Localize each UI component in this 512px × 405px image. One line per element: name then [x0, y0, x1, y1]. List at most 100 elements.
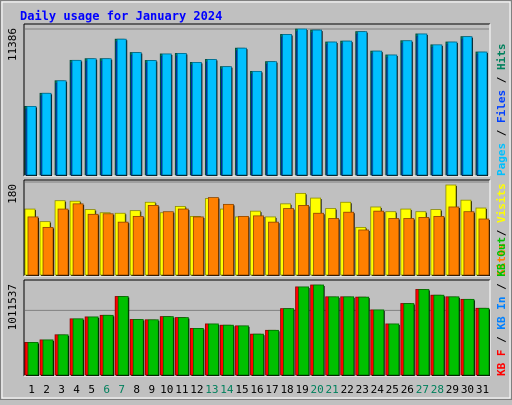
bar-pages-day-19 — [297, 28, 307, 176]
day-labels: 1 2 3 4 5 6 7 8 9 10 11 12 13 14 15 16 17 18 19 20 21 22 23 24 2… — [28, 383, 489, 396]
bar-kb-out-day-17 — [268, 329, 279, 376]
day-label: 12 — [190, 383, 203, 396]
legend-separator: / — [495, 223, 508, 243]
bar-sites-day-12 — [192, 216, 204, 276]
legend: Sites / Visits — [495, 183, 508, 276]
day-label: 22 — [341, 383, 354, 396]
day-label: 31 — [476, 383, 489, 396]
day-label: 13 — [205, 383, 218, 396]
bar-sites-day-9 — [147, 205, 159, 276]
bar-kb-out-day-18 — [283, 308, 294, 376]
chart-title: Daily usage for January 2024 — [20, 9, 222, 23]
bar-kb-out-day-16 — [253, 333, 264, 376]
bar-sites-day-16 — [253, 215, 264, 276]
legend-files: Files — [495, 90, 508, 123]
bar-pages-day-12 — [191, 62, 202, 176]
bar-sites-day-29 — [448, 206, 460, 276]
day-label: 6 — [103, 383, 110, 396]
y-max-label: 180 — [6, 184, 19, 204]
bar-sites-day-30 — [463, 211, 475, 276]
bar-kb-out-day-14 — [223, 324, 234, 376]
bar-kb-out-day-20 — [313, 284, 325, 376]
bar-pages-day-2 — [41, 92, 52, 176]
panels: 11386 Pages / Files / Hits 180 Sites / Visi… — [6, 23, 508, 377]
bar-kb-out-day-29 — [448, 296, 460, 376]
y-max-label: 1011537 — [6, 284, 19, 330]
bar-sites-day-20 — [313, 212, 325, 276]
bar-kb-out-day-23 — [358, 296, 370, 376]
bar-sites-day-1 — [27, 216, 39, 276]
bar-kb-out-day-25 — [388, 323, 400, 376]
legend-hits: Hits — [495, 44, 508, 71]
day-label: 23 — [356, 383, 369, 396]
series-pages — [26, 28, 488, 177]
bar-pages-day-17 — [267, 61, 277, 176]
bar-sites-day-26 — [403, 218, 415, 276]
day-label: 20 — [311, 383, 324, 396]
bar-sites-day-21 — [328, 218, 340, 276]
bar-kb-out-day-19 — [298, 286, 309, 376]
day-label: 18 — [280, 383, 293, 396]
day-label: 2 — [43, 383, 50, 396]
day-label: 4 — [73, 383, 80, 396]
bar-kb-out-day-21 — [328, 296, 340, 376]
bar-pages-day-9 — [146, 60, 157, 176]
bar-pages-day-3 — [56, 80, 67, 176]
bar-kb-out-day-6 — [102, 314, 114, 376]
bar-kb-out-day-2 — [42, 339, 54, 376]
bar-pages-day-28 — [432, 44, 443, 176]
legend-visits: Visits — [495, 183, 508, 223]
legend-separator: / — [495, 70, 508, 90]
bar-pages-day-29 — [447, 41, 458, 176]
bar-kb-out-day-27 — [418, 289, 430, 376]
day-label: 17 — [265, 383, 278, 396]
bar-sites-day-13 — [207, 197, 219, 276]
bar-sites-day-18 — [283, 208, 294, 276]
day-label: 10 — [160, 383, 173, 396]
day-label: 1 — [28, 383, 35, 396]
bar-sites-day-25 — [388, 218, 400, 276]
bar-sites-day-15 — [238, 215, 249, 276]
bar-sites-day-10 — [162, 211, 174, 276]
day-label: 24 — [371, 383, 385, 396]
bar-pages-day-1 — [26, 105, 37, 176]
legend-separator: / — [495, 330, 508, 350]
bar-sites-day-5 — [87, 213, 99, 276]
day-label: 9 — [148, 383, 155, 396]
day-label: 11 — [175, 383, 188, 396]
panel-hits-files-pages: 11386 Pages / Files / Hits — [6, 23, 508, 177]
bar-kb-out-day-10 — [162, 316, 174, 376]
bar-sites-day-11 — [177, 208, 189, 276]
bar-pages-day-25 — [387, 54, 398, 176]
bar-sites-day-17 — [268, 221, 279, 276]
day-label: 26 — [401, 383, 414, 396]
day-label: 19 — [295, 383, 308, 396]
day-label: 30 — [461, 383, 474, 396]
bar-kb-out-day-1 — [27, 342, 39, 376]
bar-kb-out-day-11 — [177, 317, 189, 376]
bar-sites-day-6 — [102, 213, 114, 276]
bar-sites-day-27 — [418, 217, 430, 276]
bar-sites-day-22 — [343, 211, 355, 276]
day-label: 27 — [416, 383, 429, 396]
bar-pages-day-27 — [417, 33, 428, 176]
bar-pages-day-13 — [206, 59, 217, 176]
day-label: 21 — [326, 383, 339, 396]
day-label: 28 — [431, 383, 444, 396]
bar-kb-out-day-5 — [87, 316, 99, 376]
bar-sites-day-23 — [358, 229, 370, 276]
legend: Pages / Files / Hits — [495, 44, 508, 177]
bar-kb-out-day-28 — [433, 294, 445, 376]
bar-pages-day-7 — [116, 38, 127, 176]
bar-kb-out-day-12 — [192, 328, 204, 376]
bar-kb-out-day-3 — [57, 334, 69, 376]
bar-sites-day-3 — [57, 208, 69, 276]
bar-kb-out-day-4 — [72, 318, 84, 376]
legend-separator: / — [495, 123, 508, 143]
day-label: 16 — [250, 383, 263, 396]
bar-pages-day-11 — [176, 53, 187, 176]
y-max-label: 11386 — [6, 28, 19, 61]
bar-pages-day-20 — [312, 29, 323, 176]
bar-pages-day-24 — [372, 50, 383, 176]
